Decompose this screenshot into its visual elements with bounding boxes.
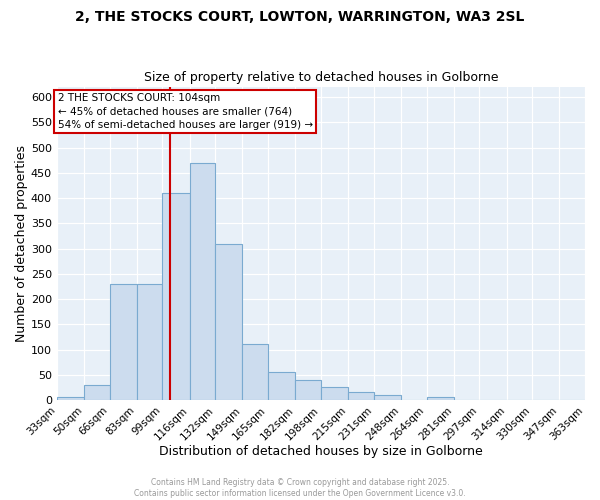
Bar — [295, 380, 321, 400]
Bar — [137, 284, 163, 400]
Text: 2, THE STOCKS COURT, LOWTON, WARRINGTON, WA3 2SL: 2, THE STOCKS COURT, LOWTON, WARRINGTON,… — [76, 10, 524, 24]
X-axis label: Distribution of detached houses by size in Golborne: Distribution of detached houses by size … — [159, 444, 483, 458]
Bar — [374, 395, 401, 400]
Bar — [321, 388, 348, 400]
Title: Size of property relative to detached houses in Golborne: Size of property relative to detached ho… — [143, 72, 498, 85]
Text: 2 THE STOCKS COURT: 104sqm
← 45% of detached houses are smaller (764)
54% of sem: 2 THE STOCKS COURT: 104sqm ← 45% of deta… — [58, 93, 313, 130]
Text: Contains HM Land Registry data © Crown copyright and database right 2025.
Contai: Contains HM Land Registry data © Crown c… — [134, 478, 466, 498]
Y-axis label: Number of detached properties: Number of detached properties — [15, 145, 28, 342]
Bar — [163, 193, 190, 400]
Bar — [110, 284, 137, 400]
Bar — [215, 244, 242, 400]
Bar — [427, 398, 454, 400]
Bar — [57, 398, 84, 400]
Bar — [348, 392, 374, 400]
Bar — [242, 344, 268, 400]
Bar — [268, 372, 295, 400]
Bar — [84, 385, 110, 400]
Bar — [190, 163, 215, 400]
